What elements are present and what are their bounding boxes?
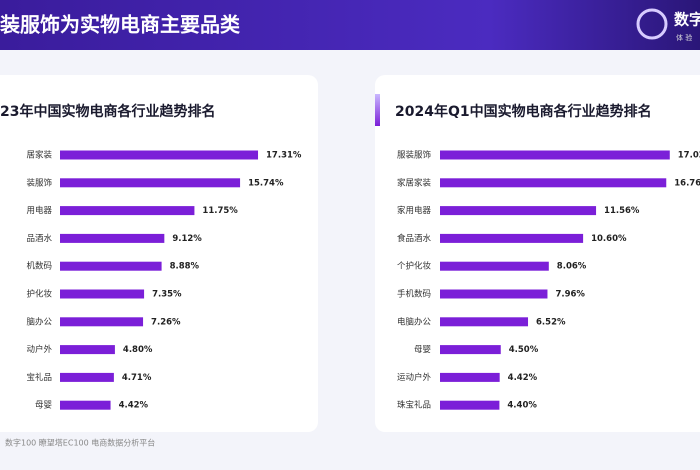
value-label: 4.71%	[122, 373, 152, 383]
header-band	[0, 0, 700, 50]
category-label: 手机数码	[397, 289, 431, 300]
value-label: 8.88%	[170, 262, 200, 272]
bar	[440, 289, 548, 299]
category-label: 个护化妆	[397, 261, 432, 272]
bar	[60, 345, 115, 355]
category-label: 动户外	[26, 344, 52, 355]
bar	[440, 206, 597, 216]
bar	[440, 261, 549, 271]
bar	[60, 289, 145, 299]
bar	[60, 206, 195, 216]
card-accent	[375, 94, 380, 126]
value-label: 10.60%	[591, 234, 627, 244]
value-label: 9.12%	[172, 234, 202, 244]
bar	[60, 372, 114, 382]
category-label: 品酒水	[26, 233, 52, 244]
category-label: 母婴	[414, 345, 431, 355]
value-label: 4.50%	[509, 345, 539, 355]
category-label: 家居家装	[397, 177, 432, 188]
value-label: 15.74%	[248, 178, 284, 188]
card	[0, 75, 318, 432]
category-label: 居家装	[26, 150, 52, 161]
value-label: 11.56%	[604, 206, 640, 216]
bar	[440, 345, 501, 355]
category-label: 电脑办公	[397, 316, 432, 327]
bar	[440, 233, 584, 243]
bar	[60, 261, 162, 271]
bar	[440, 372, 500, 382]
category-label: 宝礼品	[26, 372, 52, 383]
chart-title: 23年中国实物电商各行业趋势排名	[0, 103, 215, 120]
category-label: 母婴	[35, 401, 52, 411]
value-label: 17.02%	[678, 151, 700, 161]
value-label: 4.42%	[119, 401, 149, 411]
category-label: 食品酒水	[397, 233, 432, 244]
bar	[60, 150, 259, 160]
footer: 数字100 瞭望塔EC100 电商数据分析平台	[5, 438, 155, 448]
category-label: 机数码	[26, 261, 52, 272]
value-label: 8.06%	[557, 262, 587, 272]
header-title: 装服饰为实物电商主要品类	[0, 13, 240, 37]
bar	[60, 400, 111, 410]
value-label: 4.42%	[508, 373, 538, 383]
bar	[440, 317, 529, 327]
value-label: 17.31%	[266, 151, 302, 161]
logo-sub: 体 验	[676, 33, 692, 42]
category-label: 脑办公	[26, 316, 52, 327]
value-label: 6.52%	[536, 317, 566, 327]
card	[375, 75, 700, 432]
bar	[440, 400, 500, 410]
category-label: 用电器	[26, 205, 52, 216]
category-label: 珠宝礼品	[397, 400, 431, 411]
chart-title: 2024年Q1中国实物电商各行业趋势排名	[395, 103, 652, 120]
bar	[440, 150, 670, 160]
bar	[440, 178, 667, 188]
category-label: 家用电器	[397, 205, 432, 216]
value-label: 11.75%	[202, 206, 238, 216]
value-label: 7.96%	[555, 290, 585, 300]
value-label: 7.35%	[152, 290, 182, 300]
logo-icon	[636, 8, 668, 40]
logo-text: 数字	[674, 11, 700, 29]
value-label: 7.26%	[151, 317, 181, 327]
bar	[60, 178, 241, 188]
value-label: 4.80%	[123, 345, 153, 355]
category-label: 装服饰	[26, 177, 52, 188]
category-label: 服装服饰	[397, 150, 432, 161]
bar	[60, 317, 144, 327]
category-label: 护化妆	[26, 289, 52, 300]
value-label: 16.76%	[674, 178, 700, 188]
bar	[60, 233, 165, 243]
value-label: 4.40%	[507, 401, 537, 411]
category-label: 运动户外	[397, 372, 432, 383]
